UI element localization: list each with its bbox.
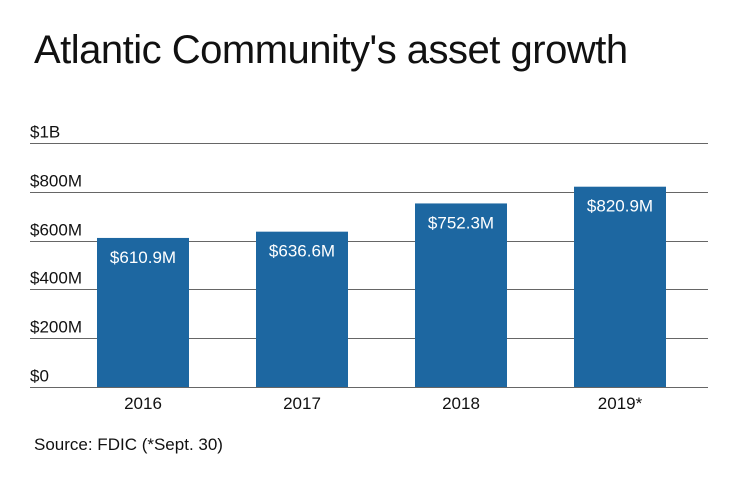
bar: [415, 203, 507, 387]
x-tick-label: 2018: [442, 394, 480, 413]
bars: [97, 186, 666, 387]
y-tick-label: $1B: [30, 123, 60, 142]
y-tick-label: $200M: [30, 318, 82, 337]
y-tick-label: $600M: [30, 221, 82, 240]
y-tick-label: $800M: [30, 172, 82, 191]
y-tick-label: $0: [30, 367, 49, 386]
bar-value-label: $610.9M: [110, 248, 176, 267]
source-note: Source: FDIC (*Sept. 30): [34, 435, 223, 454]
x-axis-tick-labels: 2016 2017 2018 2019*: [124, 394, 643, 413]
bar-value-label: $820.9M: [587, 197, 653, 216]
x-tick-label: 2016: [124, 394, 162, 413]
bar-value-labels: $610.9M $636.6M $752.3M $820.9M: [110, 197, 653, 267]
y-axis-tick-labels: $0 $200M $400M $600M $800M $1B: [30, 123, 82, 386]
bar: [574, 186, 666, 387]
chart-title: Atlantic Community's asset growth: [34, 28, 628, 72]
bar-value-label: $752.3M: [428, 213, 494, 232]
bar-value-label: $636.6M: [269, 242, 335, 261]
x-tick-label: 2017: [283, 394, 321, 413]
y-tick-label: $400M: [30, 269, 82, 288]
bar: [97, 237, 189, 387]
x-tick-label: 2019*: [598, 394, 643, 413]
bar: [256, 231, 348, 387]
